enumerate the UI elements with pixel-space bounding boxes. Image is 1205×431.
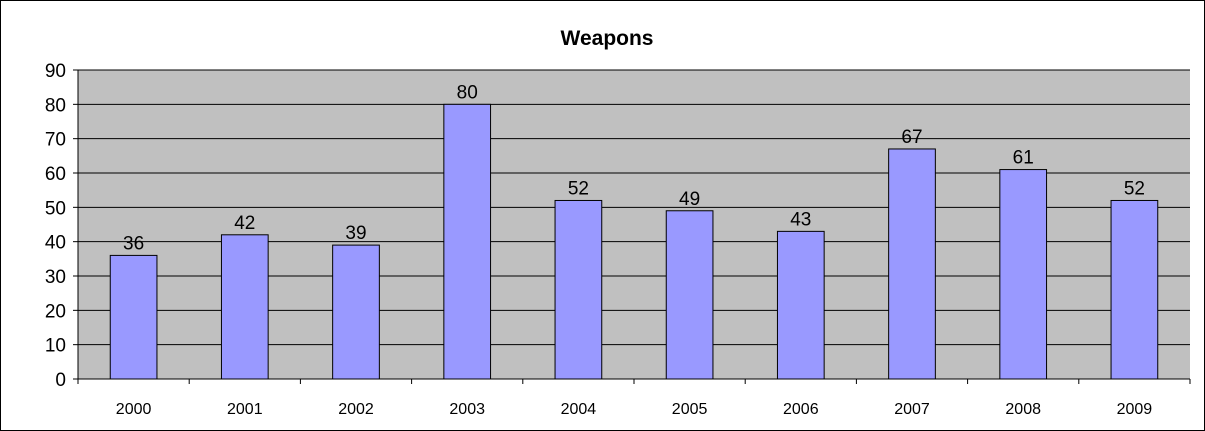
bar-2002 bbox=[332, 244, 380, 380]
x-tick-label-2005: 2005 bbox=[672, 401, 708, 418]
x-tick-label-2007: 2007 bbox=[894, 401, 930, 418]
axes bbox=[77, 70, 1191, 384]
bar-2000 bbox=[109, 254, 158, 380]
y-tick-label-40: 40 bbox=[45, 233, 66, 254]
bar-2006 bbox=[776, 230, 825, 380]
x-tick-label-2008: 2008 bbox=[1005, 401, 1041, 418]
bar-2008 bbox=[999, 169, 1048, 380]
y-tick-label-70: 70 bbox=[45, 130, 66, 151]
bar-2001 bbox=[220, 234, 269, 380]
data-label-2006: 43 bbox=[790, 209, 811, 230]
y-tick-label-20: 20 bbox=[45, 301, 66, 322]
y-axis-ticks: 0 10 20 30 40 50 60 70 80 90 bbox=[45, 61, 78, 391]
y-tick-label-60: 60 bbox=[45, 164, 66, 185]
bars bbox=[109, 103, 1159, 380]
x-tick-label-2009: 2009 bbox=[1117, 401, 1153, 418]
data-label-2005: 49 bbox=[679, 189, 700, 210]
x-tick-label-2002: 2002 bbox=[338, 401, 374, 418]
bar-2007 bbox=[888, 148, 936, 380]
bar-2004 bbox=[554, 199, 603, 380]
y-tick-label-30: 30 bbox=[45, 267, 66, 288]
bar-2009 bbox=[1110, 199, 1159, 380]
data-label-2009: 52 bbox=[1124, 178, 1145, 199]
y-tick-label-10: 10 bbox=[45, 336, 66, 357]
y-tick-label-50: 50 bbox=[45, 198, 66, 219]
data-labels: 36 42 39 80 52 49 43 67 61 52 bbox=[123, 82, 1145, 254]
data-label-2003: 80 bbox=[457, 82, 478, 103]
x-tick-label-2000: 2000 bbox=[116, 401, 152, 418]
bar-2003 bbox=[443, 103, 492, 380]
x-tick-label-2006: 2006 bbox=[783, 401, 819, 418]
x-tick-label-2004: 2004 bbox=[561, 401, 597, 418]
data-label-2001: 42 bbox=[234, 213, 255, 234]
data-label-2008: 61 bbox=[1013, 148, 1034, 169]
y-tick-label-0: 0 bbox=[55, 370, 66, 391]
x-tick-label-2003: 2003 bbox=[449, 401, 485, 418]
x-axis-ticks: 2000 2001 2002 2003 2004 2005 2006 2007 2008 2009 bbox=[116, 401, 1152, 418]
data-label-2007: 67 bbox=[901, 127, 922, 148]
data-label-2000: 36 bbox=[123, 233, 144, 254]
y-tick-label-90: 90 bbox=[45, 61, 66, 82]
x-tick-label-2001: 2001 bbox=[227, 401, 263, 418]
y-tick-label-80: 80 bbox=[45, 95, 66, 116]
data-label-2004: 52 bbox=[568, 178, 589, 199]
bar-2005 bbox=[665, 210, 714, 380]
chart-title: Weapons bbox=[561, 27, 654, 50]
data-label-2002: 39 bbox=[345, 223, 366, 244]
